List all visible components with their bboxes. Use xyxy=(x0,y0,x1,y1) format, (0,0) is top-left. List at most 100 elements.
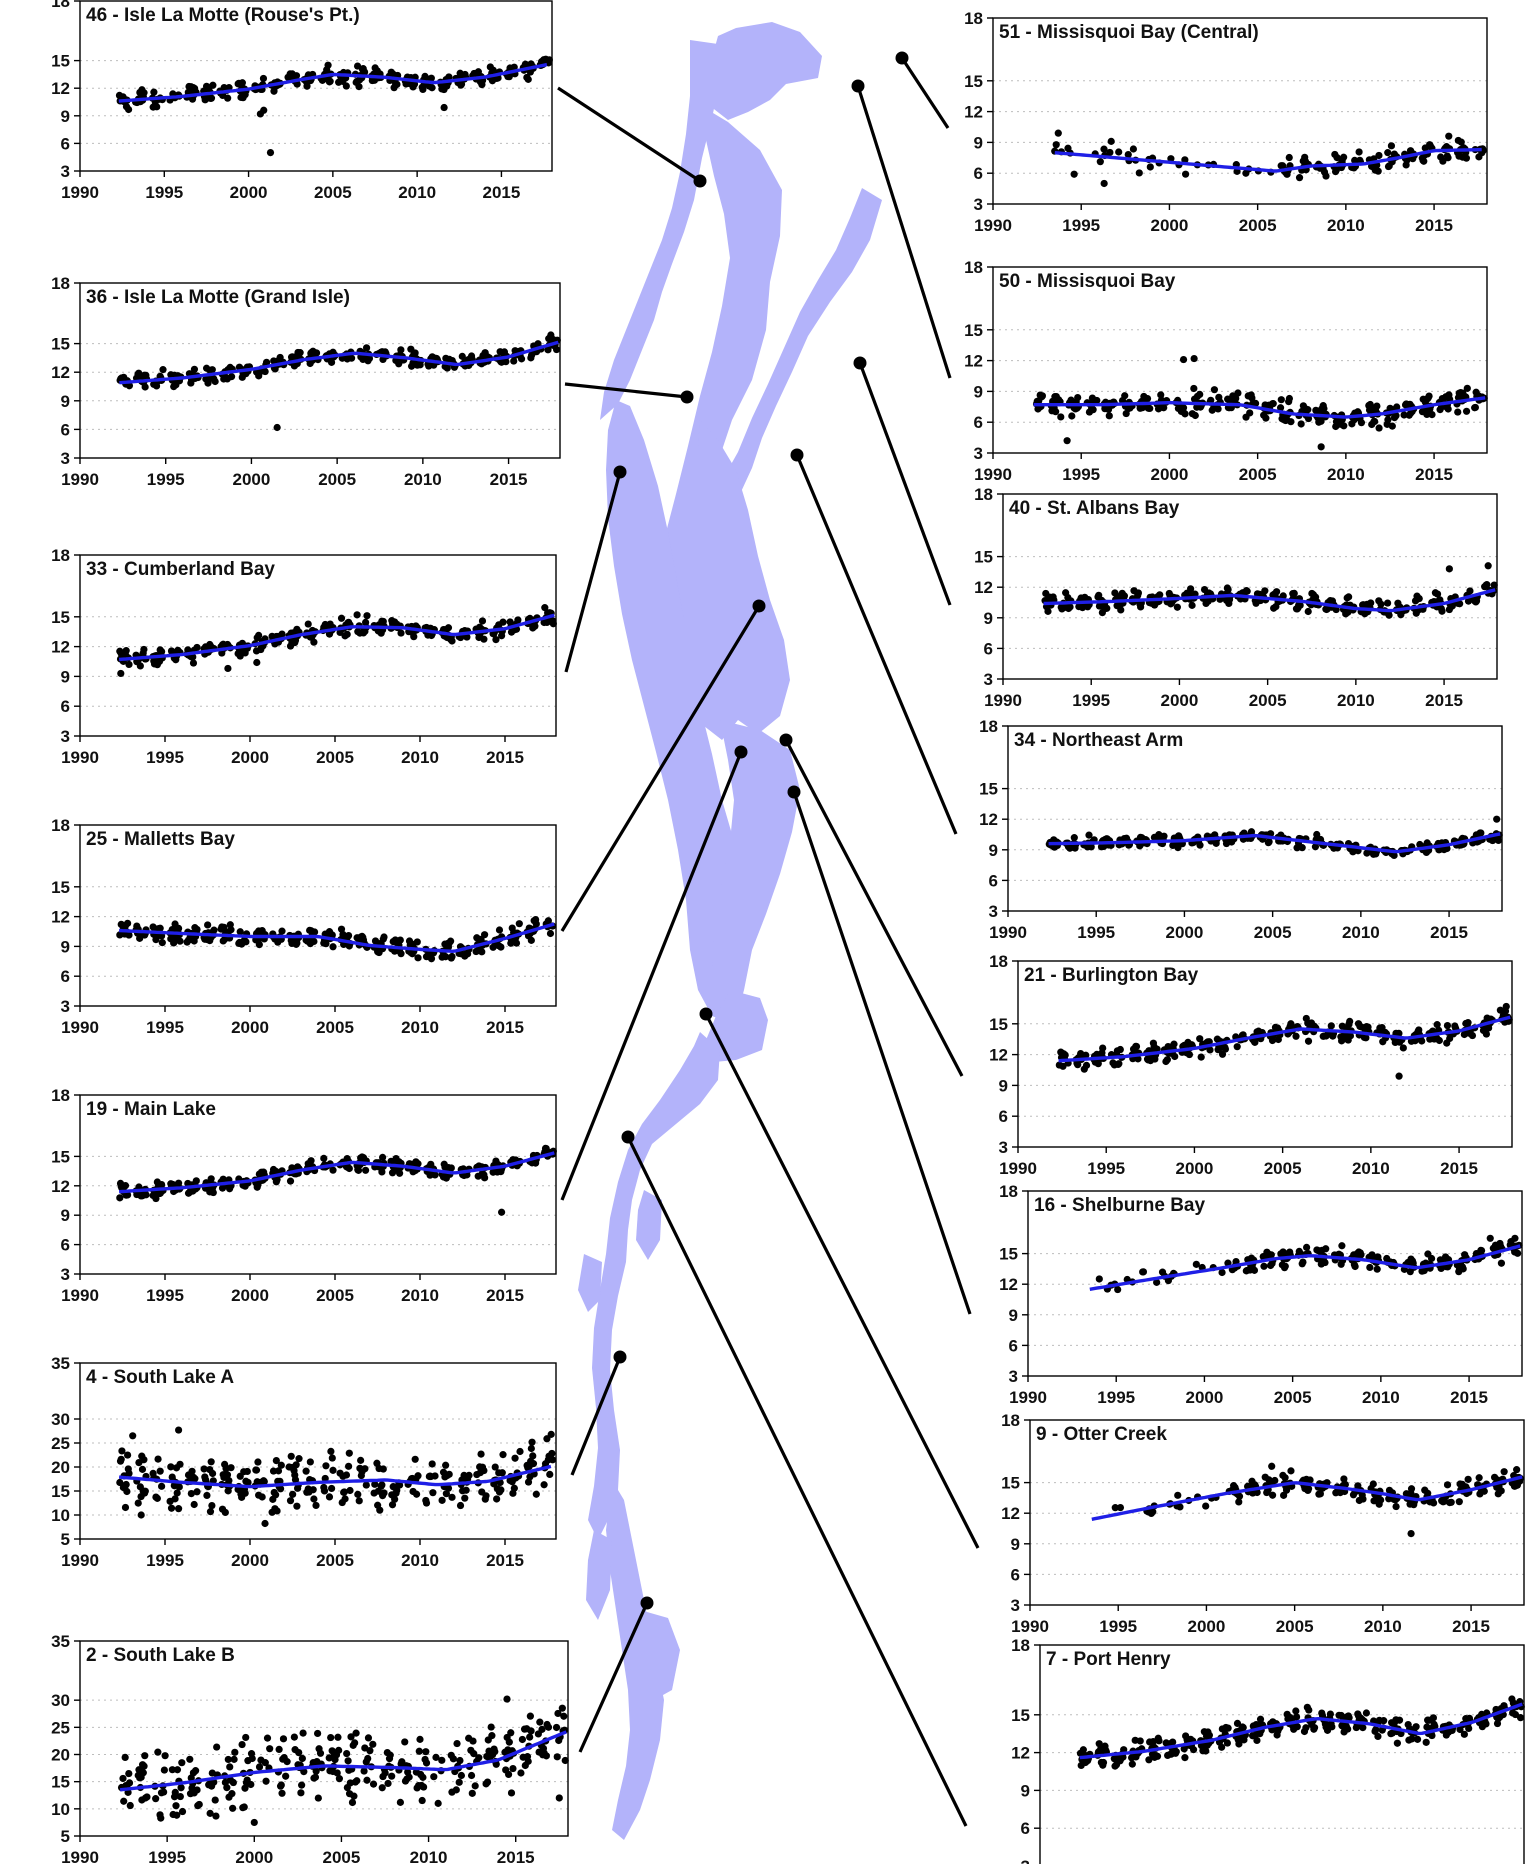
data-point xyxy=(397,346,405,354)
data-point xyxy=(158,647,166,656)
data-point xyxy=(548,1449,556,1458)
x-tick-label: 2005 xyxy=(318,470,356,489)
data-point xyxy=(329,1166,337,1174)
y-tick-label: 3 xyxy=(61,162,70,181)
data-point xyxy=(1285,394,1293,403)
data-point xyxy=(1132,1042,1141,1051)
data-point xyxy=(369,1780,378,1788)
y-tick-label: 9 xyxy=(61,392,70,411)
data-point xyxy=(1482,1720,1490,1728)
data-point xyxy=(136,662,144,670)
data-point xyxy=(1374,167,1382,175)
data-point xyxy=(116,1194,124,1202)
x-tick-label: 2015 xyxy=(1450,1388,1488,1407)
data-point xyxy=(414,1160,422,1168)
data-point xyxy=(362,1481,370,1489)
data-point xyxy=(1157,391,1165,399)
data-point xyxy=(1170,1040,1178,1048)
data-point xyxy=(116,1478,124,1487)
x-tick-label: 2005 xyxy=(314,183,352,202)
data-point xyxy=(1279,592,1287,600)
data-point xyxy=(1298,844,1306,852)
data-point xyxy=(361,68,369,76)
y-tick-label: 15 xyxy=(1011,1706,1030,1725)
y-tick-label: 15 xyxy=(51,335,70,354)
data-point xyxy=(365,354,374,363)
data-point xyxy=(357,1456,365,1464)
data-point xyxy=(1224,1724,1232,1732)
y-tick-label: 6 xyxy=(61,134,70,153)
data-point xyxy=(328,931,336,939)
data-point xyxy=(1120,592,1129,600)
data-point xyxy=(172,1802,180,1810)
station-chart-4: 19 - Main Lake 3 6 9 12 15 18 1990 1995 2000 2005 2… xyxy=(51,1086,557,1305)
data-point xyxy=(552,345,561,354)
data-point xyxy=(1281,1474,1289,1482)
data-point xyxy=(126,1801,134,1810)
data-point xyxy=(193,1488,201,1496)
data-point xyxy=(1267,1251,1275,1259)
y-tick-label: 15 xyxy=(989,1015,1008,1034)
x-tick-label: 2015 xyxy=(486,1551,524,1570)
data-point xyxy=(241,1784,249,1792)
data-point xyxy=(529,1452,537,1460)
data-point xyxy=(262,358,271,366)
data-point xyxy=(209,81,217,89)
x-tick-label: 2015 xyxy=(1415,465,1453,484)
data-point xyxy=(495,926,504,934)
chart-title: 2 - South Lake B xyxy=(86,1645,235,1666)
x-tick-label: 2010 xyxy=(398,183,436,202)
data-point xyxy=(1268,1491,1277,1499)
y-tick-label: 12 xyxy=(964,352,983,371)
data-point xyxy=(160,1788,168,1796)
data-point xyxy=(1439,157,1447,165)
data-point xyxy=(549,1456,557,1464)
y-tick-label: 9 xyxy=(974,133,983,152)
data-point xyxy=(192,1767,200,1775)
data-point xyxy=(1375,424,1383,432)
data-point xyxy=(491,1463,499,1471)
data-point xyxy=(1327,1022,1335,1030)
data-point xyxy=(413,1490,421,1498)
data-point xyxy=(1246,409,1254,417)
data-point xyxy=(260,1477,268,1486)
data-point xyxy=(259,74,268,83)
chart-title: 4 - South Lake A xyxy=(86,1367,234,1388)
data-point xyxy=(1502,1002,1510,1011)
station-chart-6: 2 - South Lake B 5 10 15 20 25 30 35 1990 1995 200… xyxy=(51,1632,569,1864)
data-point xyxy=(1207,396,1215,404)
data-point xyxy=(119,1774,127,1783)
data-point xyxy=(320,1154,328,1162)
data-point xyxy=(354,1490,362,1498)
data-point xyxy=(492,1760,500,1768)
data-point xyxy=(158,1482,166,1490)
plot-frame xyxy=(79,0,553,172)
lake-region-8 xyxy=(588,1032,720,1540)
data-point xyxy=(212,1812,220,1820)
station-marker-4 xyxy=(734,745,748,759)
data-point xyxy=(1464,1019,1472,1027)
data-point xyxy=(142,1191,150,1199)
data-point xyxy=(273,1176,281,1184)
x-tick-label: 2010 xyxy=(401,1018,439,1037)
y-tick-label: 35 xyxy=(51,1354,70,1373)
data-point xyxy=(1068,412,1076,420)
data-point xyxy=(1516,1714,1525,1722)
data-point xyxy=(510,1484,518,1492)
data-point xyxy=(1085,831,1093,839)
lake-region-1 xyxy=(648,110,782,640)
station-marker-5 xyxy=(613,1350,627,1364)
data-point xyxy=(277,1485,285,1493)
y-tick-label: 3 xyxy=(1009,1367,1018,1386)
x-tick-label: 1990 xyxy=(1011,1617,1049,1636)
data-point xyxy=(224,1755,232,1764)
y-tick-label: 6 xyxy=(1021,1819,1030,1838)
x-tick-label: 1990 xyxy=(1009,1388,1047,1407)
data-point xyxy=(1163,1056,1171,1064)
data-point xyxy=(561,1756,569,1765)
data-point xyxy=(1082,1051,1090,1059)
data-point xyxy=(507,1789,516,1797)
data-point xyxy=(141,383,149,391)
data-point xyxy=(224,94,232,102)
data-point xyxy=(1434,590,1442,598)
